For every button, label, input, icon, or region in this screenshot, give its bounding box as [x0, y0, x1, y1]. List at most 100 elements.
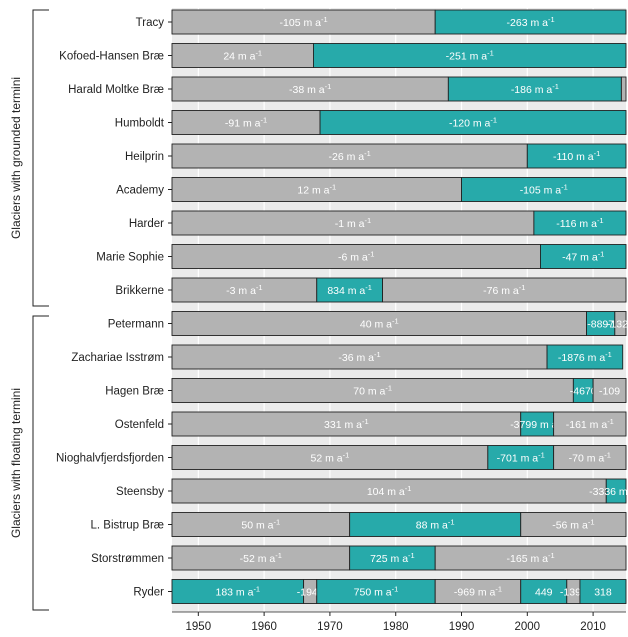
bar-segment: [171, 411, 522, 437]
segment-value-label: -76 m a-1: [483, 283, 525, 297]
bar-segment: [171, 478, 607, 504]
segment-value-label: -3336 m a-1: [589, 484, 628, 498]
segment-value-label: 88 m a-1: [416, 518, 455, 532]
glacier-label: Hagen Bræ: [105, 386, 164, 398]
segment-value-label: -1876 m a-1: [558, 350, 612, 364]
bar-segment: [171, 445, 489, 470]
segment-value-label: -116 m a-1: [556, 216, 603, 230]
bar-segment: [349, 545, 436, 571]
segment-value-label: 104 m a-1: [367, 484, 412, 498]
bar-segment: [614, 311, 627, 336]
bar-segment: [546, 344, 624, 370]
segment-value-label: -105 m a-1: [520, 183, 568, 197]
bar-segment: [382, 277, 627, 303]
bar-segment: [605, 478, 627, 504]
bar-segment: [171, 177, 462, 202]
bar-segment: [487, 445, 555, 470]
glacier-label: Harder: [129, 218, 164, 230]
segment-value-label: 750 m a-1: [354, 585, 399, 599]
bar-segment: [171, 378, 574, 403]
glacier-label: Heilprin: [125, 151, 164, 163]
glacier-label: Tracy: [136, 17, 165, 29]
x-tick-label: 1960: [251, 621, 277, 633]
x-tick-label: 1990: [449, 621, 475, 633]
bar-segment: [434, 545, 627, 571]
segment-value-label: -56 m a-1: [552, 518, 594, 532]
glacier-label: Humboldt: [115, 118, 165, 130]
x-tick-label: 1950: [186, 621, 212, 633]
glacier-label: Steensby: [116, 486, 164, 498]
bar-segment: [171, 545, 351, 571]
glacier-label: Academy: [116, 185, 164, 197]
segment-value-label: 24 m a-1: [223, 49, 262, 63]
segment-value-label: -70 m a-1: [569, 451, 611, 465]
bar-segment: [316, 579, 436, 604]
bar-segment: [171, 210, 535, 236]
segment-value-label: 331 m a-1: [324, 417, 369, 431]
segment-value-label: -251 m a-1: [446, 49, 494, 63]
bar-segment: [171, 277, 318, 303]
bar-segment: [319, 110, 627, 135]
group-label: Glaciers with grounded termini: [9, 77, 23, 239]
bar-segment: [171, 244, 541, 269]
bar-segment: [434, 579, 522, 604]
segment-value-label: -1 m a-1: [335, 216, 371, 230]
x-tick-label: 2000: [515, 621, 541, 633]
group-bracket: [32, 9, 49, 307]
bar-segment: [349, 512, 522, 537]
bar-segment: [171, 512, 351, 537]
bar-segment: [520, 411, 555, 437]
glacier-label: Marie Sophie: [96, 252, 164, 264]
segment-value-label: -120 m a-1: [449, 116, 497, 130]
bar-segment: [526, 143, 627, 169]
segment-value-label: 70 m a-1: [353, 384, 392, 398]
segment-value-label: -1320: [607, 319, 628, 331]
segment-value-label: -26 m a-1: [329, 149, 371, 163]
segment-value-label: -701 m a-1: [497, 451, 545, 465]
segment-value-label: -110 m a-1: [553, 149, 600, 163]
segment-value-label: -161 m a-1: [566, 417, 614, 431]
bar-segment: [171, 344, 548, 370]
segment-value-label: -4670: [570, 386, 597, 398]
segment-value-label: -969 m a-1: [454, 585, 502, 599]
x-tick-label: 1970: [317, 621, 343, 633]
segment-value-label: -263 m a-1: [507, 15, 555, 29]
group-bracket: [32, 315, 49, 611]
glacier-label: Kofoed-Hansen Bræ: [59, 51, 164, 63]
segment-value-label: -8897: [587, 319, 614, 331]
bar-segment: [313, 43, 627, 68]
glacier-label: Ryder: [133, 587, 164, 599]
group-label: Glaciers with floating termini: [9, 388, 23, 538]
segment-value-label: 183 m a-1: [215, 585, 260, 599]
segment-value-label: -186 m a-1: [511, 82, 559, 96]
segment-value-label: 52 m a-1: [311, 451, 350, 465]
bar-segment: [171, 311, 587, 336]
x-tick-label: 2010: [580, 621, 606, 633]
segment-value-label: -36 m a-1: [338, 350, 380, 364]
segment-value-label: -47 m a-1: [562, 250, 604, 264]
bar-segment: [434, 9, 627, 35]
bar-segment: [316, 277, 384, 303]
segment-value-label: 725 m a-1: [370, 551, 415, 565]
bar-segment: [520, 512, 627, 537]
bar-segment: [540, 244, 627, 269]
bar-segment: [461, 177, 627, 202]
segment-value-label: 12 m a-1: [297, 183, 336, 197]
glacier-label: Brikkerne: [115, 285, 164, 297]
bar-segment: [586, 311, 616, 336]
segment-value-label: -3 m a-1: [226, 283, 262, 297]
segment-value-label: -165 m a-1: [507, 551, 555, 565]
bar-segment: [553, 411, 627, 437]
segment-value-label: -38 m a-1: [289, 82, 331, 96]
bar-segment: [553, 445, 627, 470]
glacier-label: Ostenfeld: [115, 419, 164, 431]
bar-segment: [620, 76, 627, 102]
plot-panel: [172, 8, 626, 612]
glacier-label: Harald Moltke Bræ: [68, 84, 164, 96]
glacier-label: Zachariae Isstrøm: [71, 352, 164, 364]
bar-segment: [533, 210, 627, 236]
bar-segment: [520, 579, 568, 604]
bar-segment: [171, 110, 321, 135]
segment-value-label: -91 m a-1: [225, 116, 267, 130]
